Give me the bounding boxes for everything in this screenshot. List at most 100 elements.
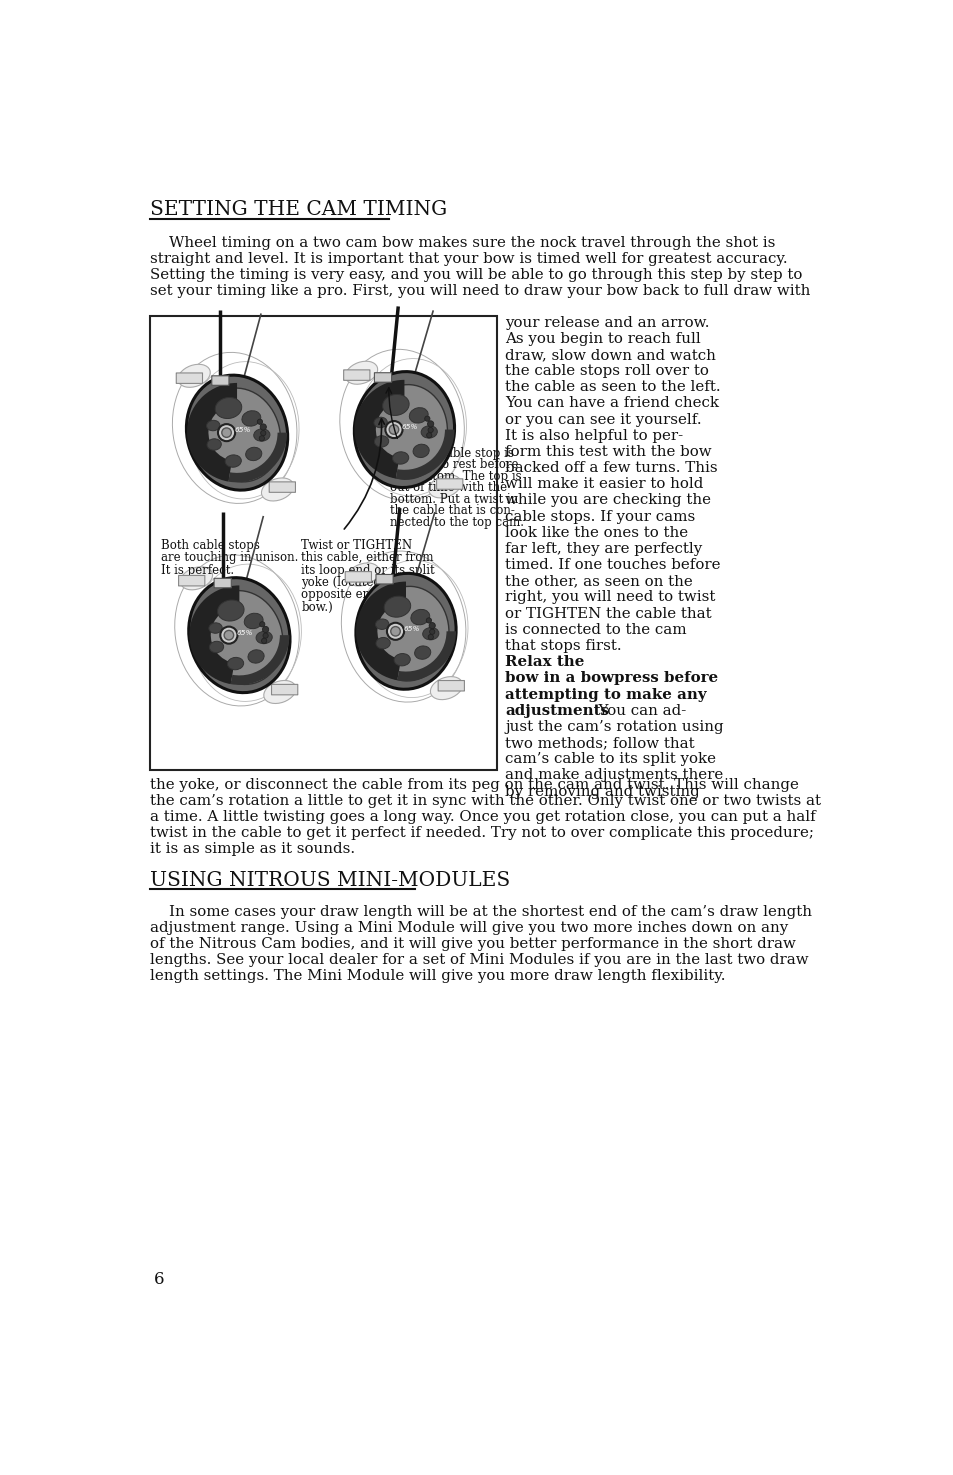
Text: USING NITROUS MINI-MODULES: USING NITROUS MINI-MODULES: [150, 870, 510, 889]
Text: the bottom. The top is: the bottom. The top is: [390, 469, 521, 482]
Ellipse shape: [366, 385, 447, 479]
Text: bow in a bowpress before: bow in a bowpress before: [505, 671, 718, 686]
Text: backed off a few turns. This: backed off a few turns. This: [505, 462, 717, 475]
Ellipse shape: [345, 361, 377, 385]
Text: yoke (located at the: yoke (located at the: [301, 575, 419, 589]
Ellipse shape: [384, 596, 410, 617]
Text: 65%: 65%: [401, 425, 418, 431]
Text: Twist or TIGHTEN: Twist or TIGHTEN: [301, 538, 412, 552]
Text: this cable, either from: this cable, either from: [301, 552, 434, 565]
Ellipse shape: [347, 563, 378, 586]
Wedge shape: [354, 381, 404, 478]
Text: 65%: 65%: [403, 625, 419, 631]
Text: will make it easier to hold: will make it easier to hold: [505, 478, 702, 491]
Text: bow.): bow.): [301, 600, 333, 614]
FancyBboxPatch shape: [269, 482, 295, 493]
Text: are touching in unison.: are touching in unison.: [161, 552, 298, 565]
Ellipse shape: [242, 410, 260, 426]
Ellipse shape: [209, 622, 222, 633]
Text: It is perfect.: It is perfect.: [161, 563, 234, 577]
Circle shape: [389, 425, 398, 434]
Circle shape: [428, 428, 433, 432]
Text: In some cases your draw length will be at the shortest end of the cam’s draw len: In some cases your draw length will be a…: [150, 904, 811, 919]
Text: coming to rest before: coming to rest before: [390, 459, 518, 471]
Ellipse shape: [375, 620, 389, 630]
Circle shape: [427, 420, 434, 426]
Ellipse shape: [264, 680, 295, 704]
Text: just the cam’s rotation using: just the cam’s rotation using: [505, 720, 723, 735]
Text: your release and an arrow.: your release and an arrow.: [505, 316, 709, 329]
Ellipse shape: [255, 631, 272, 643]
Text: is connected to the cam: is connected to the cam: [505, 622, 686, 637]
FancyBboxPatch shape: [345, 572, 371, 583]
Text: cam’s cable to its split yoke: cam’s cable to its split yoke: [505, 752, 716, 766]
Text: length settings. The Mini Module will give you more draw length flexibility.: length settings. The Mini Module will gi…: [150, 969, 725, 984]
Text: 65%: 65%: [236, 630, 253, 636]
Ellipse shape: [411, 609, 429, 625]
Ellipse shape: [375, 637, 390, 649]
FancyBboxPatch shape: [374, 373, 391, 382]
Circle shape: [424, 416, 430, 422]
Ellipse shape: [178, 364, 210, 388]
Ellipse shape: [244, 614, 263, 628]
FancyBboxPatch shape: [212, 376, 229, 385]
Text: draw, slow down and watch: draw, slow down and watch: [505, 348, 716, 361]
Ellipse shape: [209, 642, 223, 652]
Ellipse shape: [409, 407, 428, 423]
Circle shape: [429, 622, 435, 628]
Ellipse shape: [415, 646, 431, 659]
Ellipse shape: [207, 438, 221, 450]
Text: nected to the top cam.: nected to the top cam.: [390, 516, 524, 530]
Ellipse shape: [217, 600, 244, 621]
Text: of the Nitrous Cam bodies, and it will give you better performance in the short : of the Nitrous Cam bodies, and it will g…: [150, 937, 796, 951]
Wedge shape: [189, 586, 239, 684]
Text: opposite end of the: opposite end of the: [301, 589, 416, 602]
Circle shape: [429, 630, 435, 634]
Text: straight and level. It is important that your bow is timed well for greatest acc: straight and level. It is important that…: [150, 252, 787, 266]
Text: form this test with the bow: form this test with the bow: [505, 445, 711, 459]
Ellipse shape: [420, 426, 436, 438]
Ellipse shape: [189, 578, 290, 693]
Text: it is as simple as it sounds.: it is as simple as it sounds.: [150, 842, 355, 857]
Circle shape: [221, 428, 231, 438]
Wedge shape: [231, 636, 289, 684]
Text: twist in the cable to get it perfect if needed. Try not to over complicate this : twist in the cable to get it perfect if …: [150, 826, 814, 841]
Text: right, you will need to twist: right, you will need to twist: [505, 590, 715, 605]
Ellipse shape: [200, 590, 282, 684]
Ellipse shape: [374, 435, 388, 447]
Circle shape: [260, 431, 266, 435]
Ellipse shape: [248, 650, 264, 664]
Text: and make adjustments there: and make adjustments there: [505, 768, 722, 782]
Ellipse shape: [186, 375, 288, 490]
Ellipse shape: [180, 566, 213, 590]
Ellipse shape: [429, 475, 460, 499]
Text: 6: 6: [154, 1271, 165, 1288]
Ellipse shape: [261, 478, 294, 502]
Circle shape: [257, 419, 262, 425]
Text: timed. If one touches before: timed. If one touches before: [505, 558, 720, 572]
Circle shape: [217, 425, 234, 441]
Text: two methods; follow that: two methods; follow that: [505, 736, 694, 749]
Ellipse shape: [392, 451, 408, 465]
Text: The top cable stop is: The top cable stop is: [390, 447, 514, 460]
Wedge shape: [228, 432, 287, 482]
Circle shape: [259, 435, 264, 441]
Text: bottom. Put a twist in: bottom. Put a twist in: [390, 493, 518, 506]
Wedge shape: [187, 384, 236, 482]
Text: look like the ones to the: look like the ones to the: [505, 525, 688, 540]
Ellipse shape: [413, 444, 429, 457]
Wedge shape: [355, 581, 406, 680]
Text: the other, as seen on the: the other, as seen on the: [505, 574, 692, 589]
Text: Wheel timing on a two cam bow makes sure the nock travel through the shot is: Wheel timing on a two cam bow makes sure…: [150, 236, 775, 249]
Ellipse shape: [246, 447, 261, 460]
Circle shape: [224, 630, 233, 640]
Text: SETTING THE CAM TIMING: SETTING THE CAM TIMING: [150, 201, 447, 220]
Text: As you begin to reach full: As you begin to reach full: [505, 332, 700, 345]
Ellipse shape: [355, 574, 456, 689]
Text: You can have a friend check: You can have a friend check: [505, 397, 719, 410]
Ellipse shape: [374, 417, 387, 428]
Text: attempting to make any: attempting to make any: [505, 687, 706, 702]
Text: the yoke, or disconnect the cable from its peg on the cam and twist. This will c: the yoke, or disconnect the cable from i…: [150, 777, 799, 792]
Circle shape: [259, 621, 265, 627]
Ellipse shape: [354, 372, 454, 488]
